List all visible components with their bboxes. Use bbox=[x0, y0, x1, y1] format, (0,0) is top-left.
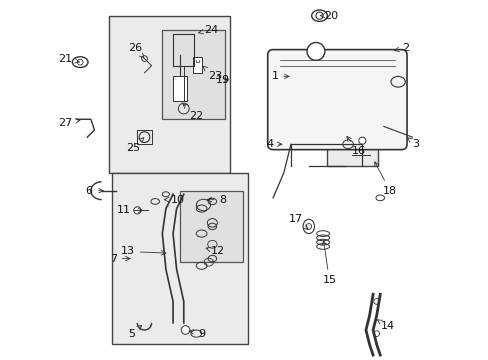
Text: 10: 10 bbox=[164, 195, 185, 204]
Text: 17: 17 bbox=[288, 214, 307, 229]
Text: 19: 19 bbox=[215, 75, 229, 85]
Circle shape bbox=[358, 137, 365, 144]
Text: 23: 23 bbox=[203, 66, 222, 81]
Text: 15: 15 bbox=[322, 241, 336, 285]
Bar bbox=[112, 173, 247, 344]
Text: 24: 24 bbox=[198, 25, 218, 35]
Bar bbox=[180, 191, 242, 262]
Bar bbox=[173, 76, 187, 102]
Circle shape bbox=[139, 132, 149, 143]
Circle shape bbox=[77, 59, 83, 65]
Text: 27: 27 bbox=[58, 118, 80, 128]
Text: 1: 1 bbox=[271, 71, 288, 81]
Text: 14: 14 bbox=[377, 320, 394, 332]
Text: 16: 16 bbox=[346, 136, 365, 157]
Text: 26: 26 bbox=[127, 43, 143, 58]
Text: 7: 7 bbox=[110, 253, 130, 264]
Text: 25: 25 bbox=[126, 138, 143, 153]
Circle shape bbox=[306, 42, 324, 60]
Text: 3: 3 bbox=[407, 138, 419, 149]
Text: 18: 18 bbox=[374, 162, 396, 196]
Circle shape bbox=[305, 224, 311, 229]
Circle shape bbox=[315, 12, 323, 19]
Bar bbox=[192, 57, 201, 73]
Text: 9: 9 bbox=[189, 329, 205, 339]
Text: 2: 2 bbox=[394, 43, 408, 53]
Text: 20: 20 bbox=[320, 11, 337, 21]
Circle shape bbox=[142, 56, 147, 62]
Bar bbox=[108, 16, 230, 173]
Text: 12: 12 bbox=[205, 247, 224, 256]
Text: 8: 8 bbox=[207, 195, 226, 204]
FancyBboxPatch shape bbox=[267, 50, 406, 150]
Text: 21: 21 bbox=[58, 54, 79, 64]
Text: 6: 6 bbox=[85, 186, 103, 196]
Text: 22: 22 bbox=[183, 104, 203, 121]
Text: 11: 11 bbox=[117, 205, 142, 215]
Bar bbox=[162, 30, 224, 119]
Bar bbox=[326, 111, 378, 166]
Circle shape bbox=[178, 103, 189, 114]
Circle shape bbox=[373, 331, 379, 337]
Circle shape bbox=[373, 298, 379, 304]
Text: 13: 13 bbox=[121, 247, 165, 256]
Circle shape bbox=[181, 326, 189, 334]
Text: 5: 5 bbox=[128, 325, 142, 339]
Text: 4: 4 bbox=[265, 139, 281, 149]
Circle shape bbox=[134, 207, 141, 214]
